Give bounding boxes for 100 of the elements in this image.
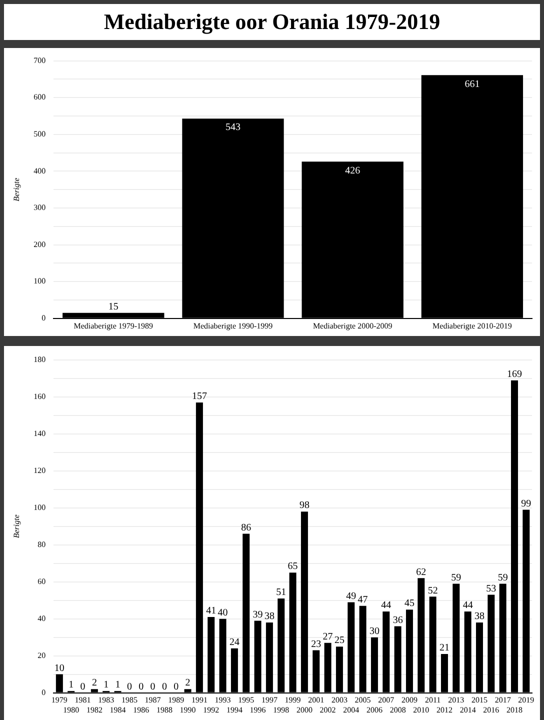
- data-label: 40: [218, 607, 228, 618]
- x-tick-label: 1986: [133, 705, 150, 714]
- data-label: 51: [276, 587, 286, 598]
- data-label: 10: [54, 662, 64, 674]
- x-tick-label: 2016: [483, 705, 500, 714]
- x-tick-label: 1980: [63, 705, 80, 714]
- x-tick-label: 2001: [308, 696, 324, 705]
- data-label: 0: [162, 681, 167, 692]
- y-axis-title: Berigte: [12, 514, 21, 538]
- y-tick-label: 160: [34, 392, 46, 402]
- data-label: 2: [92, 678, 97, 689]
- data-label: 1: [115, 680, 120, 691]
- x-tick-label: 1998: [273, 705, 290, 714]
- data-label: 15: [108, 302, 118, 313]
- data-label: 30: [369, 626, 380, 637]
- y-tick-label: 0: [42, 688, 46, 697]
- x-tick-label: 1983: [98, 696, 114, 705]
- data-label: 62: [416, 566, 426, 578]
- y-axis-title: Berigte: [12, 177, 21, 202]
- y-tick-label: 0: [42, 313, 46, 322]
- data-label: 41: [206, 606, 216, 617]
- x-tick-label: 1984: [110, 705, 126, 714]
- x-tick-label: 2007: [378, 696, 394, 705]
- x-tick-label: 2005: [354, 696, 371, 705]
- x-tick-label: 2004: [343, 705, 360, 714]
- data-label: 0: [174, 681, 179, 692]
- data-label: 2: [185, 678, 190, 689]
- data-label: 0: [150, 681, 156, 692]
- y-tick-label: 100: [34, 503, 46, 512]
- data-label: 543: [226, 122, 240, 134]
- x-tick-label: 2003: [331, 696, 348, 705]
- x-tick-label: 2008: [390, 705, 406, 714]
- data-label: 426: [345, 165, 360, 176]
- data-label: 53: [486, 583, 496, 594]
- data-label: 0: [126, 681, 132, 692]
- data-label: 24: [229, 637, 240, 648]
- y-tick-label: 500: [34, 129, 46, 138]
- data-label: 59: [451, 572, 462, 584]
- y-tick-label: 140: [34, 429, 46, 438]
- x-tick-label: 1988: [156, 705, 172, 714]
- y-tick-label: 120: [34, 466, 46, 476]
- x-tick-label: 1989: [168, 696, 184, 705]
- data-label: 47: [358, 594, 368, 606]
- data-label: 661: [464, 78, 480, 90]
- x-tick-label: 2019: [518, 696, 534, 705]
- x-tick-label: 1996: [250, 705, 266, 714]
- data-label: 44: [462, 600, 473, 612]
- x-tick-label: 1997: [261, 696, 278, 705]
- y-tick-label: 600: [34, 92, 46, 102]
- y-tick-label: 200: [34, 240, 46, 249]
- y-tick-label: 80: [38, 540, 46, 549]
- data-label: 45: [404, 598, 414, 610]
- y-tick-label: 400: [34, 166, 46, 176]
- x-tick-label: Mediaberigte 1979-1989: [74, 321, 154, 330]
- data-label: 157: [192, 391, 207, 402]
- chart-title: Mediaberigte oor Orania 1979-2019: [4, 4, 540, 40]
- data-label: 98: [299, 500, 310, 512]
- data-label: 38: [474, 611, 484, 622]
- x-tick-label: 1993: [214, 696, 231, 705]
- x-tick-label: 1995: [238, 696, 254, 705]
- data-label: 0: [80, 681, 86, 692]
- y-tick-label: 40: [38, 614, 46, 623]
- y-tick-label: 180: [34, 355, 46, 364]
- x-tick-label: 1991: [191, 696, 208, 705]
- x-tick-label: 2014: [460, 705, 476, 714]
- x-tick-label: 1979: [51, 696, 68, 705]
- x-tick-label: 2002: [320, 705, 336, 714]
- y-tick-label: 60: [38, 576, 46, 586]
- x-tick-label: 2011: [424, 696, 441, 705]
- data-label: 23: [311, 638, 322, 650]
- data-label: 99: [521, 498, 532, 510]
- data-label: 86: [241, 522, 252, 534]
- y-tick-label: 20: [38, 650, 46, 660]
- data-label: 27: [322, 632, 333, 643]
- data-label: 44: [381, 600, 392, 612]
- data-label: 65: [288, 561, 298, 572]
- x-tick-label: 2015: [471, 696, 488, 705]
- x-tick-label: Mediaberigte 2000-2009: [312, 321, 392, 330]
- x-tick-label: 2006: [366, 705, 382, 714]
- x-tick-label: 2010: [413, 705, 430, 714]
- x-tick-label: 2000: [296, 705, 312, 714]
- x-tick-label: 2012: [436, 705, 452, 714]
- x-tick-label: 1985: [121, 696, 138, 705]
- x-tick-label: 1990: [180, 705, 196, 714]
- x-tick-label: Mediaberigte 1990-1999: [193, 321, 273, 330]
- y-tick-label: 700: [34, 56, 46, 65]
- data-label: 38: [264, 611, 274, 622]
- x-tick-label: 2017: [494, 696, 511, 705]
- x-tick-label: 2009: [401, 696, 418, 705]
- data-label: 1: [68, 680, 74, 691]
- x-tick-label: 2018: [506, 705, 522, 714]
- y-tick-label: 300: [34, 203, 46, 212]
- data-label: 1: [104, 680, 109, 691]
- x-tick-label: 1992: [203, 705, 220, 714]
- x-tick-label: 1982: [86, 705, 102, 714]
- data-label: 49: [346, 590, 356, 602]
- data-label: 21: [439, 642, 450, 654]
- data-label: 0: [138, 681, 144, 692]
- x-tick-label: 1999: [284, 696, 301, 705]
- x-tick-label: 1987: [144, 696, 161, 705]
